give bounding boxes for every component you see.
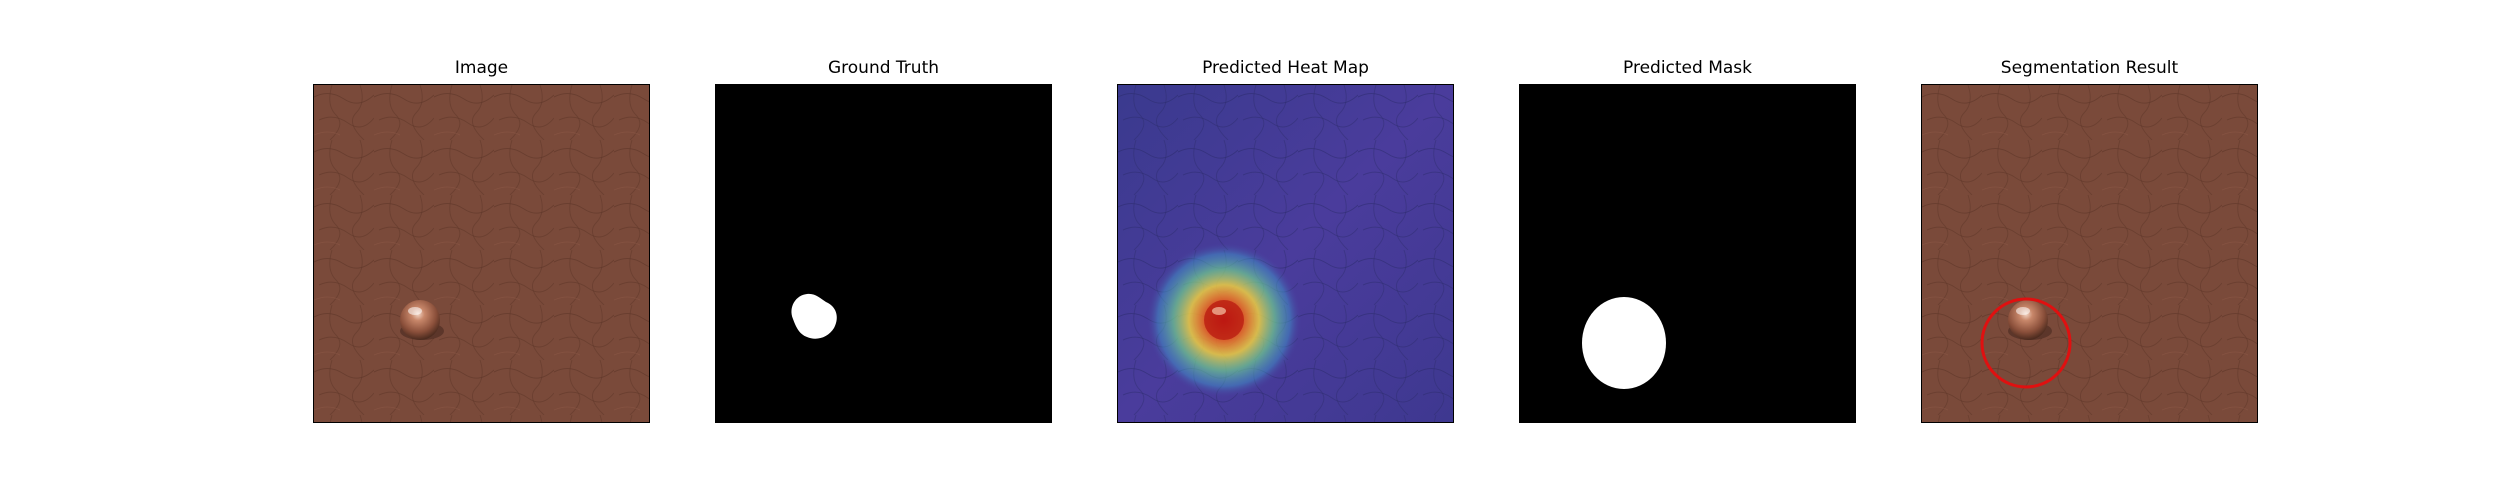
image-frame xyxy=(313,84,650,423)
predicted-mask-frame xyxy=(1519,84,1856,423)
panel-title-segmentation-result: Segmentation Result xyxy=(2000,58,2179,78)
panel-segmentation-result: Segmentation Result xyxy=(1921,0,2258,500)
ground-truth-frame xyxy=(715,84,1052,423)
panel-heat-map: Predicted Heat Map xyxy=(1117,0,1454,500)
heat-map-image xyxy=(1118,85,1453,422)
ground-truth-blob xyxy=(791,293,837,339)
leather-image xyxy=(314,85,649,422)
segmentation-result-frame xyxy=(1921,84,2258,423)
panel-ground-truth: Ground Truth xyxy=(715,0,1052,500)
panel-predicted-mask: Predicted Mask xyxy=(1519,0,1856,500)
panel-image: Image xyxy=(313,0,650,500)
ground-truth-mask xyxy=(716,85,1051,422)
segmentation-outline-circle xyxy=(1980,297,2072,389)
predicted-mask-circle xyxy=(1582,297,1666,389)
defect-bump xyxy=(400,300,440,340)
panel-title-image: Image xyxy=(454,58,509,78)
segmentation-result-image xyxy=(1922,85,2257,422)
heat-map-frame xyxy=(1117,84,1454,423)
panel-title-predicted-mask: Predicted Mask xyxy=(1623,58,1752,78)
predicted-mask-image xyxy=(1520,85,1855,422)
panel-title-ground-truth: Ground Truth xyxy=(827,58,940,78)
panel-title-heat-map: Predicted Heat Map xyxy=(1202,58,1369,78)
